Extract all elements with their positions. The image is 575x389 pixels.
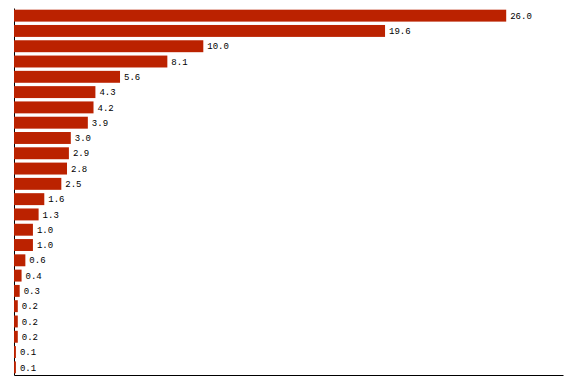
bar xyxy=(14,10,506,22)
bar xyxy=(14,71,120,83)
data-label: 1.0 xyxy=(37,226,53,236)
bar xyxy=(14,270,22,282)
data-label: 0.6 xyxy=(29,256,45,266)
data-label: 1.6 xyxy=(48,195,64,205)
bar xyxy=(14,40,203,52)
data-label: 3.9 xyxy=(92,119,108,129)
data-label: 0.2 xyxy=(22,302,38,312)
bar xyxy=(14,132,71,144)
data-label: 4.3 xyxy=(99,88,115,98)
data-label: 0.3 xyxy=(24,287,40,297)
bar xyxy=(14,147,69,159)
bar xyxy=(14,331,18,343)
data-label: 2.8 xyxy=(71,165,87,175)
data-label: 0.4 xyxy=(26,272,42,282)
bar xyxy=(14,346,16,358)
bar xyxy=(14,316,18,328)
bar xyxy=(14,224,33,236)
data-label: 3.0 xyxy=(75,134,91,144)
data-label: 8.1 xyxy=(171,58,187,68)
bar xyxy=(14,117,88,129)
data-label: 1.0 xyxy=(37,241,53,251)
plot: 26.019.610.08.15.64.34.23.93.02.92.82.51… xyxy=(14,9,564,376)
bar xyxy=(14,193,44,205)
bar xyxy=(14,86,95,98)
data-labels: 26.019.610.08.15.64.34.23.93.02.92.82.51… xyxy=(20,12,532,374)
x-axis xyxy=(15,375,564,376)
x-axis-line xyxy=(15,375,564,376)
data-label: 1.3 xyxy=(43,211,59,221)
bar xyxy=(14,361,16,373)
data-label: 0.2 xyxy=(22,318,38,328)
data-label: 19.6 xyxy=(389,27,411,37)
bar xyxy=(14,101,94,113)
bar xyxy=(14,285,20,297)
bars xyxy=(14,10,506,374)
data-label: 26.0 xyxy=(510,12,532,22)
data-label: 2.5 xyxy=(65,180,81,190)
data-label: 0.2 xyxy=(22,333,38,343)
bar xyxy=(14,56,167,68)
bar xyxy=(14,163,67,175)
data-label: 0.1 xyxy=(20,348,36,358)
data-label: 2.9 xyxy=(73,149,89,159)
data-label: 4.2 xyxy=(98,104,114,114)
bar xyxy=(14,254,25,266)
data-label: 5.6 xyxy=(124,73,140,83)
bar xyxy=(14,208,39,220)
data-label: 10.0 xyxy=(207,42,229,52)
data-label: 0.1 xyxy=(20,364,36,374)
bar xyxy=(14,239,33,251)
chart: 26.019.610.08.15.64.34.23.93.02.92.82.51… xyxy=(0,0,575,389)
bar xyxy=(14,25,385,37)
bar xyxy=(14,300,18,312)
bar xyxy=(14,178,61,190)
